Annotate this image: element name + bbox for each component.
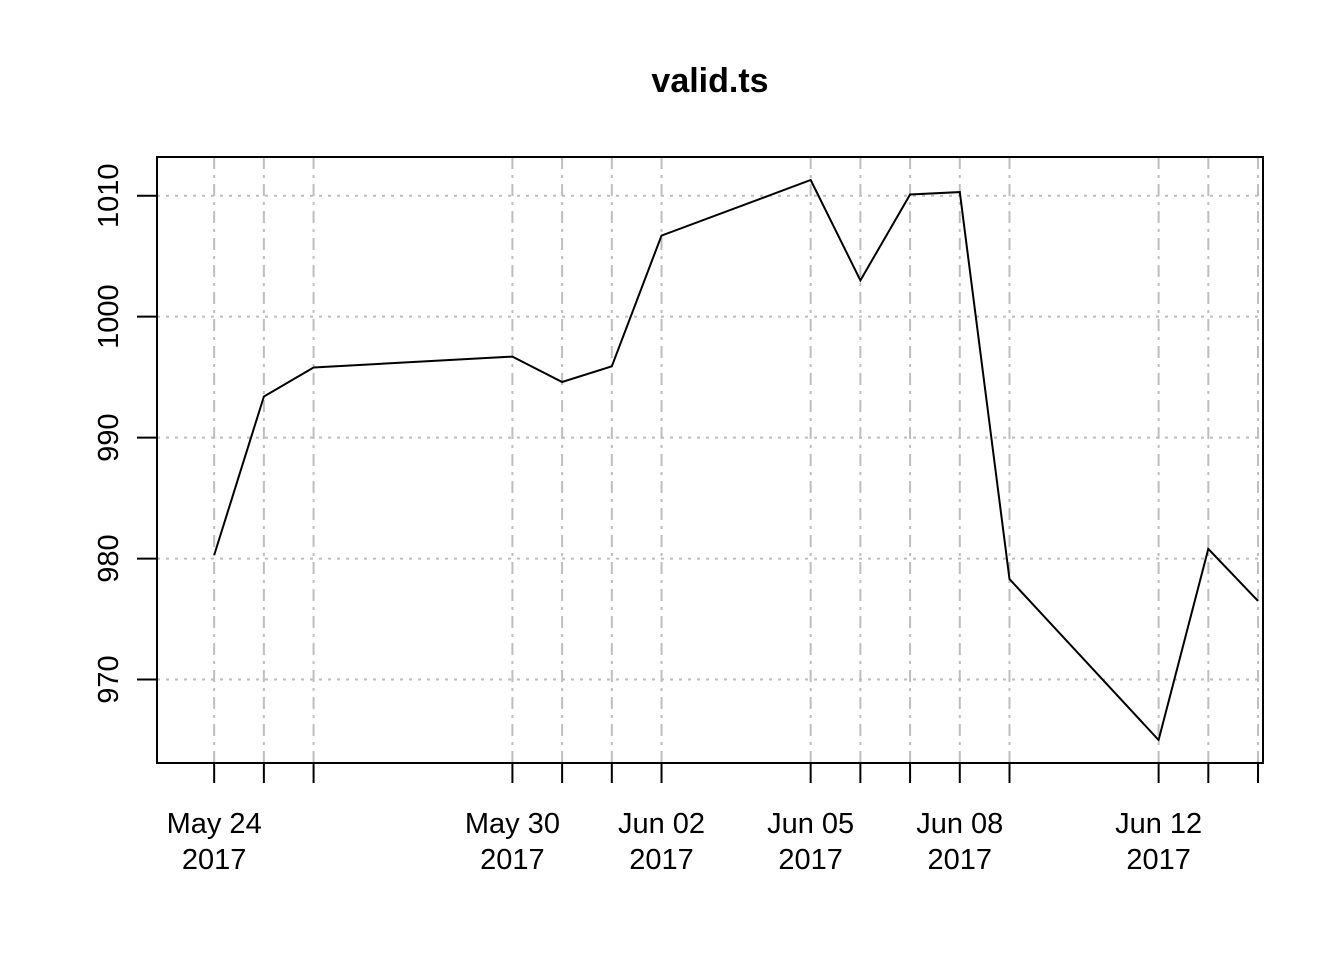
data-point [858,278,862,282]
x-tick-label-line: Jun 05 [767,808,854,840]
data-point [1206,547,1210,551]
y-tick-label: 980 [93,534,125,582]
chart-title: valid.ts [651,62,768,100]
data-point [1256,599,1260,603]
data-point [510,355,514,359]
x-tick-label: May 30 2017 [465,808,560,876]
data-point [262,394,266,398]
x-tick-label-line: Jun 08 [916,808,1003,840]
x-tick-label-line: 2017 [778,844,843,876]
x-tick-label: Jun 12 2017 [1115,808,1202,876]
x-tick-label-line: Jun 02 [618,808,705,840]
x-tick-label: Jun 05 2017 [767,808,854,876]
data-point [560,380,564,384]
data-point [312,365,316,369]
x-tick-label: Jun 02 2017 [618,808,705,876]
x-tick-label-line: 2017 [928,844,993,876]
data-point [1157,738,1161,742]
plot-frame [156,156,1264,764]
x-tick-label-line: 2017 [629,844,694,876]
y-axis: 970 980 990 1000 1010 [93,163,157,704]
data-point [610,364,614,368]
x-tick-label-line: 2017 [182,844,247,876]
x-tick-label-line: 2017 [1126,844,1191,876]
y-tick-label: 1010 [93,163,125,228]
x-tick-label-line: Jun 12 [1115,808,1202,840]
x-tick-label-line: May 30 [465,808,560,840]
y-tick-label: 970 [93,655,125,703]
data-point [908,192,912,196]
y-tick-label: 1000 [93,284,125,349]
data-point [212,553,216,557]
data-point [1007,577,1011,581]
data-point [958,190,962,194]
data-point [809,178,813,182]
x-axis: May 24 2017 May 30 2017 Jun 02 2017 Jun 05 2017… [167,763,1260,876]
data-point [660,234,664,238]
x-tick-label: May 24 2017 [167,808,262,876]
x-tick-label-line: May 24 [167,808,262,840]
y-tick-label: 990 [93,413,125,461]
grid-layer [157,157,1263,763]
series-line [213,178,1259,743]
series-layer [212,178,1260,743]
x-tick-label: Jun 08 2017 [916,808,1003,876]
x-tick-label-line: 2017 [480,844,545,876]
